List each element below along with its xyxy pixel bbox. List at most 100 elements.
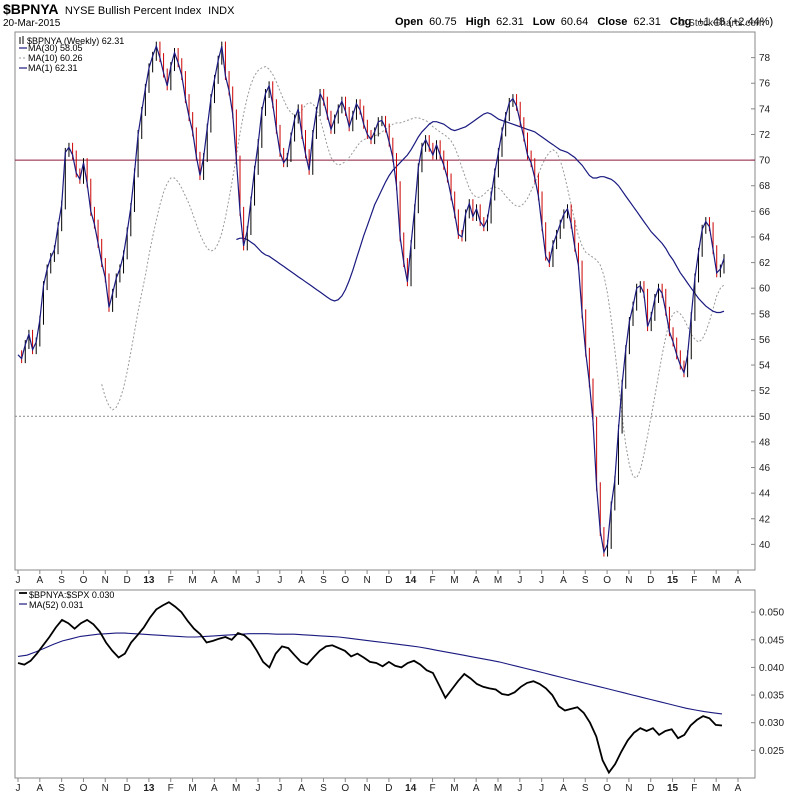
low-value: 60.64: [560, 16, 589, 28]
x-tick-label: A: [735, 783, 742, 794]
x-tick-label: J: [256, 575, 261, 586]
x-tick-label: A: [36, 783, 43, 794]
legend-ma30: MA(30) 58.05: [28, 43, 83, 53]
x-tick-label: A: [298, 783, 305, 794]
chart-title: $BPNYA NYSE Bullish Percent Index INDX: [3, 1, 234, 17]
legend-ma10: MA(10) 60.26: [28, 53, 83, 63]
x-tick-label: O: [341, 783, 349, 794]
x-tick-label: M: [494, 575, 502, 586]
y-tick-label: 50: [759, 412, 771, 423]
x-tick-label: N: [625, 783, 632, 794]
x-tick-label: M: [232, 783, 240, 794]
x-tick-label: 14: [405, 575, 417, 586]
x-tick-label: M: [712, 783, 720, 794]
ohlc-readout: Open 60.75 High 62.31 Low 60.64 Close 62.31 …: [395, 16, 779, 28]
series-ma52-line: [17, 632, 723, 715]
y-tick-label: 72: [759, 130, 771, 141]
x-tick-label: S: [58, 575, 65, 586]
legend-ma1: MA(1) 62.31: [28, 63, 78, 73]
series-ma1-line: [17, 44, 725, 555]
y-tick-label: 66: [759, 207, 771, 218]
x-tick-label: J: [539, 783, 544, 794]
y-tick-label: 0.030: [759, 718, 784, 729]
x-tick-label: 14: [405, 783, 417, 794]
chart-date: 20-Mar-2015: [3, 18, 61, 29]
x-tick-label: O: [80, 783, 88, 794]
x-tick-label: M: [494, 783, 502, 794]
x-tick-label: A: [560, 575, 567, 586]
x-tick-label: O: [341, 575, 349, 586]
x-tick-label: F: [168, 783, 174, 794]
x-tick-label: N: [102, 575, 109, 586]
series-ma30-line: [236, 112, 725, 314]
y-tick-label: 0.035: [759, 691, 784, 702]
x-tick-label: F: [168, 575, 174, 586]
x-tick-label: A: [473, 575, 480, 586]
y-tick-label: 64: [759, 232, 771, 243]
high-label: High: [465, 16, 491, 28]
y-tick-label: 48: [759, 437, 771, 448]
x-tick-label: A: [473, 783, 480, 794]
x-tick-label: M: [188, 783, 196, 794]
x-tick-label: F: [429, 575, 435, 586]
x-tick-label: A: [211, 783, 218, 794]
y-tick-label: 44: [759, 489, 771, 500]
y-tick-label: 56: [759, 335, 771, 346]
y-tick-label: 42: [759, 514, 771, 525]
x-tick-label: D: [647, 575, 654, 586]
x-tick-label: S: [58, 783, 65, 794]
stockcharts-credit: © StockCharts.com: [678, 18, 765, 29]
x-tick-label: N: [363, 575, 370, 586]
ratio-panel-frame: [14, 589, 756, 779]
y-tick-label: 0.025: [759, 746, 784, 757]
x-tick-label: 15: [667, 783, 679, 794]
y-tick-label: 40: [759, 540, 771, 551]
x-tick-label: M: [450, 783, 458, 794]
x-tick-label: 13: [143, 783, 155, 794]
y-tick-label: 58: [759, 309, 771, 320]
x-tick-label: 15: [667, 575, 679, 586]
x-tick-label: J: [517, 783, 522, 794]
x-tick-label: J: [16, 783, 21, 794]
high-value: 62.31: [496, 16, 524, 28]
x-tick-label: N: [625, 575, 632, 586]
x-tick-label: A: [211, 575, 218, 586]
x-tick-label: D: [123, 783, 130, 794]
x-tick-label: F: [691, 783, 697, 794]
series-ratio-line: [17, 601, 723, 775]
legend-ma52: MA(52) 0.031: [29, 600, 84, 610]
y-tick-label: 0.045: [759, 635, 784, 646]
legend-ratio: $BPNYA:$SPX 0.030: [29, 590, 114, 600]
x-tick-label: A: [735, 575, 742, 586]
y-tick-label: 54: [759, 361, 771, 372]
y-tick-label: 70: [759, 156, 771, 167]
x-tick-label: S: [582, 575, 589, 586]
x-tick-label: M: [188, 575, 196, 586]
x-tick-label: S: [320, 575, 327, 586]
index-name: NYSE Bullish Percent Index: [64, 5, 202, 17]
open-label: Open: [395, 16, 424, 28]
x-tick-label: S: [320, 783, 327, 794]
chg-label: Chg: [669, 16, 692, 28]
x-tick-label: F: [429, 783, 435, 794]
y-tick-label: 46: [759, 463, 771, 474]
price-panel-frame: [14, 31, 756, 571]
exchange-label: INDX: [208, 5, 235, 17]
x-tick-label: M: [712, 575, 720, 586]
y-tick-label: 74: [759, 104, 771, 115]
x-tick-label: 13: [143, 575, 155, 586]
y-tick-label: 68: [759, 181, 771, 192]
x-tick-label: O: [80, 575, 88, 586]
x-tick-label: A: [298, 575, 305, 586]
x-tick-label: N: [102, 783, 109, 794]
close-label: Close: [597, 16, 628, 28]
y-tick-label: 78: [759, 53, 771, 64]
y-tick-label: 62: [759, 258, 771, 269]
x-tick-label: M: [232, 575, 240, 586]
x-tick-label: J: [539, 575, 544, 586]
x-tick-label: D: [647, 783, 654, 794]
x-tick-label: N: [363, 783, 370, 794]
x-tick-label: D: [123, 575, 130, 586]
x-tick-label: O: [603, 783, 611, 794]
x-tick-label: J: [277, 783, 282, 794]
